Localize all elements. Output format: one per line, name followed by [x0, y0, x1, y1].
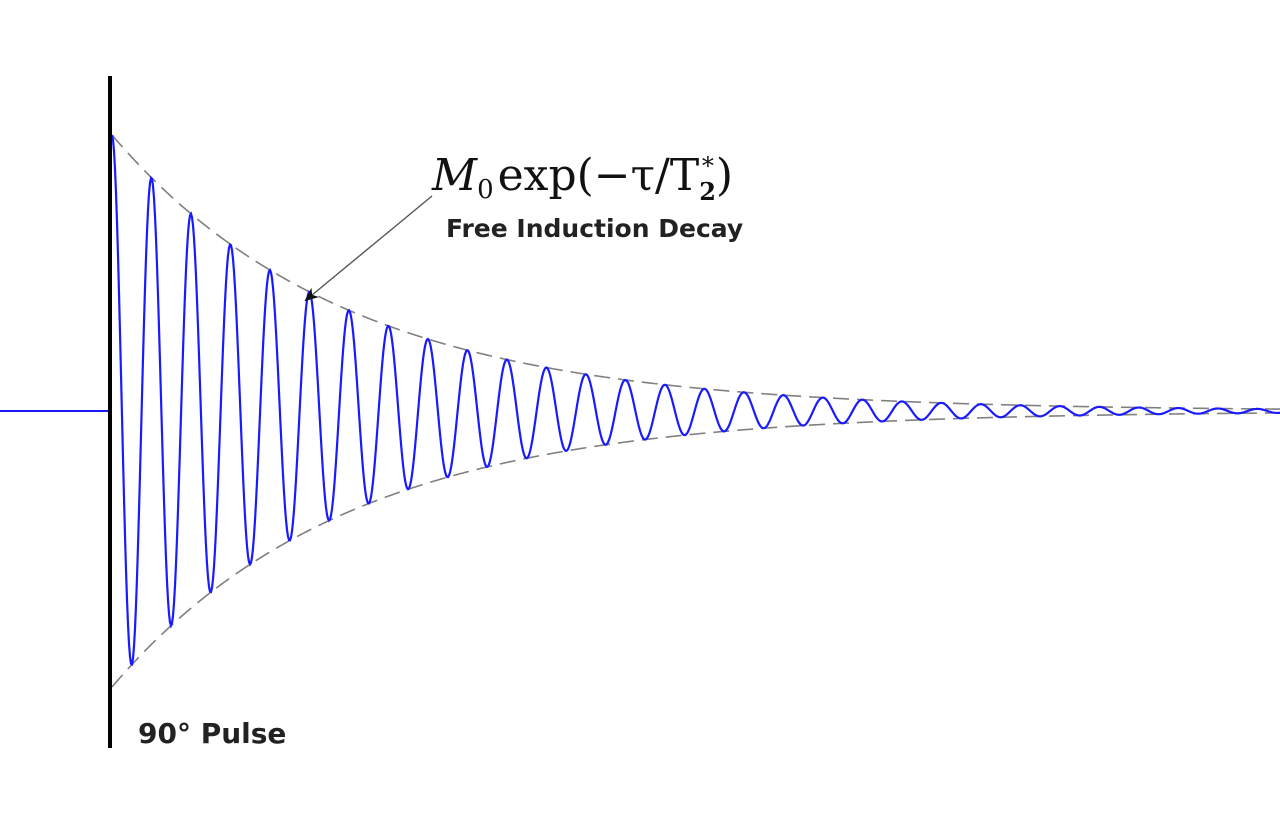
pulse-label: 90° Pulse — [138, 717, 286, 750]
formula-sup: * — [702, 152, 714, 180]
caption-free-induction-decay: Free Induction Decay — [446, 214, 743, 243]
fid-signal — [110, 134, 1280, 666]
formula-sub0: 0 — [477, 175, 494, 205]
formula: M0exp(−τ/T2*) — [431, 150, 733, 206]
formula-sub2: 2 — [699, 177, 716, 206]
formula-m: M — [431, 150, 478, 201]
formula-rest: exp(−τ/T — [498, 150, 700, 201]
pointer-arrow — [304, 195, 433, 302]
formula-close: ) — [716, 150, 733, 201]
envelope-lower — [111, 412, 1280, 688]
